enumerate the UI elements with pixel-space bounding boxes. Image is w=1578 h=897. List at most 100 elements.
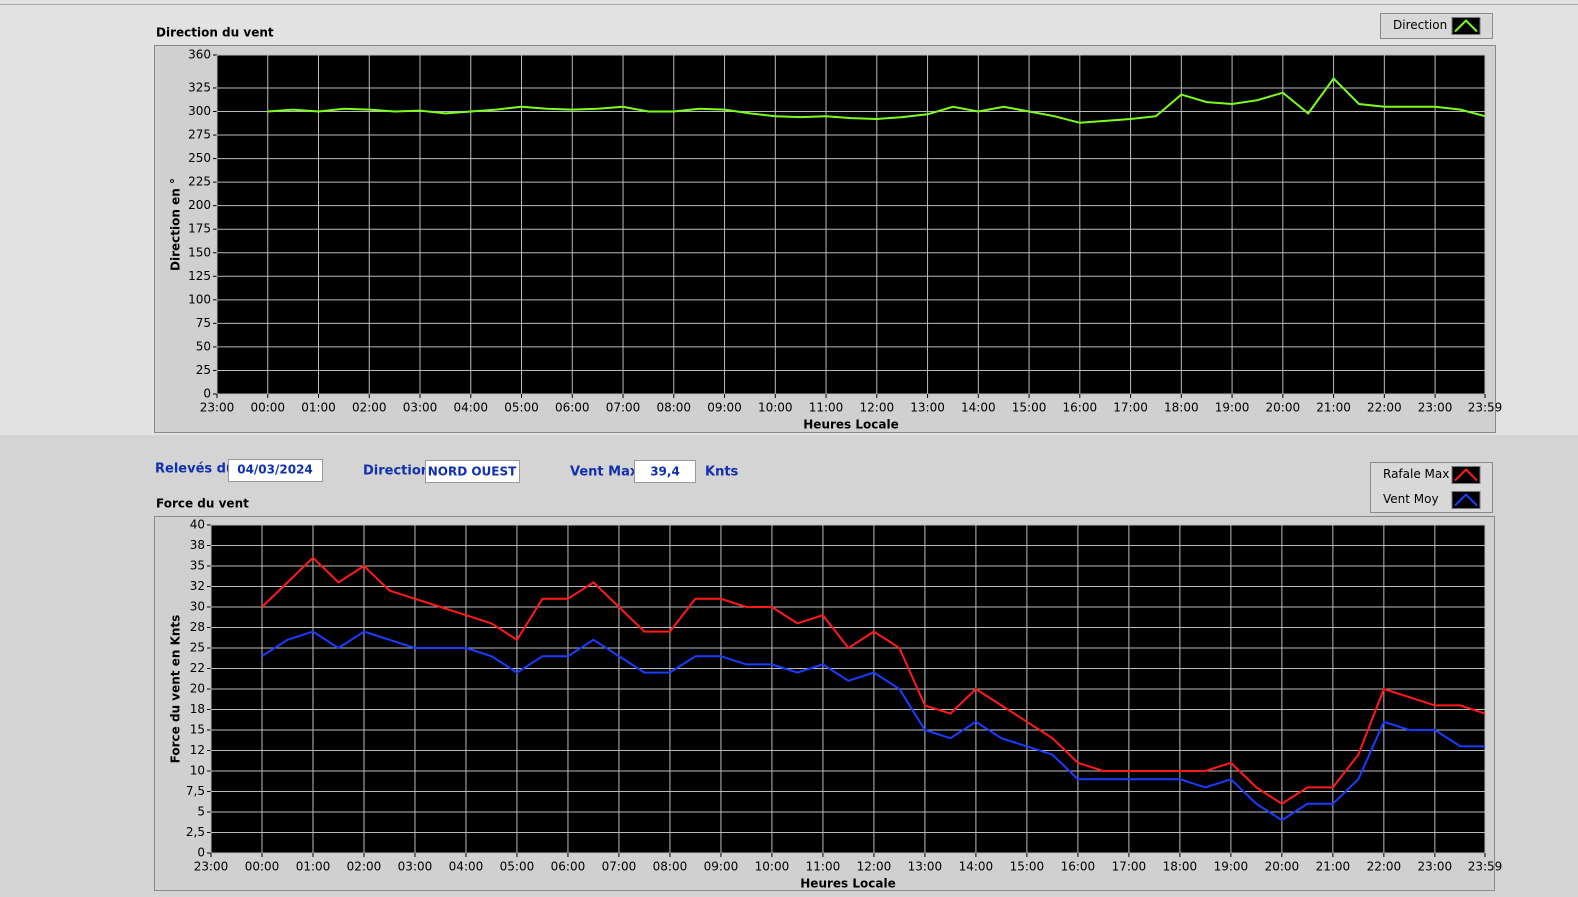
direction-label: Direction [363, 464, 430, 479]
legend-swatch [1454, 493, 1478, 507]
data-line [267, 76, 1486, 124]
x-tick-label: 12:00 [857, 860, 892, 874]
x-tick-label: 01:00 [301, 401, 336, 415]
chart-title: Direction du vent [156, 26, 274, 40]
x-tick-label: 15:00 [1010, 860, 1045, 874]
x-tick-label: 08:00 [656, 401, 691, 415]
x-tick-label: 21:00 [1316, 401, 1351, 415]
x-tick-label: 07:00 [602, 860, 637, 874]
y-tick-label: 40 [190, 518, 205, 532]
data-line [261, 630, 1485, 822]
x-tick-label: 22:00 [1367, 401, 1402, 415]
y-axis-label: Direction en ° [169, 178, 183, 271]
x-tick-label: 02:00 [352, 401, 387, 415]
x-tick-label: 13:00 [910, 401, 945, 415]
x-tick-label: 19:00 [1214, 860, 1249, 874]
x-tick-label: 15:00 [1012, 401, 1047, 415]
x-tick-label: 06:00 [551, 860, 586, 874]
max-field[interactable] [634, 460, 696, 483]
y-tick-label: 10 [190, 764, 205, 778]
x-tick-label: 00:00 [245, 860, 280, 874]
y-tick-label: 20 [190, 682, 205, 696]
x-tick-label: 23:59 [1468, 401, 1503, 415]
y-tick-label: 0 [203, 387, 211, 401]
x-tick-label: 10:00 [758, 401, 793, 415]
x-tick-label: 16:00 [1061, 860, 1096, 874]
y-tick-label: 150 [188, 245, 211, 259]
x-tick-label: 05:00 [504, 401, 539, 415]
data-line [261, 556, 1486, 805]
y-tick-label: 28 [190, 620, 205, 634]
date-field[interactable] [228, 459, 323, 482]
x-tick-label: 20:00 [1266, 401, 1301, 415]
x-tick-label: 16:00 [1063, 401, 1098, 415]
legend-label: Vent Moy [1383, 492, 1439, 506]
y-tick-label: 32 [190, 579, 205, 593]
y-tick-label: 2,5 [186, 825, 205, 839]
x-tick-label: 10:00 [755, 860, 790, 874]
x-tick-label: 23:00 [194, 860, 229, 874]
x-tick-label: 04:00 [449, 860, 484, 874]
y-tick-label: 35 [190, 559, 205, 573]
x-tick-label: 12:00 [860, 401, 895, 415]
x-tick-label: 02:00 [347, 860, 382, 874]
x-tick-label: 00:00 [250, 401, 285, 415]
y-tick-label: 30 [190, 600, 205, 614]
x-tick-label: 06:00 [555, 401, 590, 415]
x-axis-label: Heures Locale [803, 418, 898, 432]
x-tick-label: 18:00 [1163, 860, 1198, 874]
x-tick-label: 11:00 [806, 860, 841, 874]
x-tick-label: 14:00 [959, 860, 994, 874]
date-label: Relevés du [155, 462, 235, 477]
y-tick-label: 12 [190, 743, 205, 757]
y-tick-label: 15 [190, 723, 205, 737]
x-tick-label: 09:00 [704, 860, 739, 874]
y-tick-label: 125 [188, 269, 211, 283]
x-tick-label: 17:00 [1113, 401, 1148, 415]
y-tick-label: 18 [190, 702, 205, 716]
legend-swatch-bg [1451, 491, 1481, 509]
y-tick-label: 25 [196, 363, 211, 377]
x-tick-label: 17:00 [1112, 860, 1147, 874]
x-tick-label: 03:00 [403, 401, 438, 415]
x-tick-label: 11:00 [809, 401, 844, 415]
x-tick-label: 13:00 [908, 860, 943, 874]
max-value: 39,4 [650, 465, 680, 479]
x-tick-label: 23:00 [200, 401, 235, 415]
legend-label: Rafale Max [1383, 467, 1449, 481]
y-tick-label: 275 [188, 128, 211, 142]
x-tick-label: 04:00 [453, 401, 488, 415]
x-tick-label: 14:00 [961, 401, 996, 415]
x-tick-label: 23:59 [1468, 860, 1503, 874]
x-axis-label: Heures Locale [800, 877, 895, 891]
y-tick-label: 25 [190, 641, 205, 655]
legend-swatch-bg [1451, 466, 1481, 484]
x-tick-label: 01:00 [296, 860, 331, 874]
x-tick-label: 03:00 [398, 860, 433, 874]
x-tick-label: 18:00 [1164, 401, 1199, 415]
y-tick-label: 200 [188, 198, 211, 212]
legend-swatch [1454, 19, 1478, 33]
y-tick-label: 7,5 [186, 784, 205, 798]
legend-label: Direction [1393, 18, 1447, 32]
y-tick-label: 175 [188, 222, 211, 236]
plot-area [217, 55, 1485, 394]
y-tick-label: 250 [188, 151, 211, 165]
y-tick-label: 360 [188, 48, 211, 62]
direction-field[interactable] [425, 460, 520, 483]
x-tick-label: 21:00 [1316, 860, 1351, 874]
y-axis-label: Force du vent en Knts [169, 615, 183, 764]
x-tick-label: 22:00 [1367, 860, 1402, 874]
x-tick-label: 23:00 [1418, 401, 1453, 415]
y-tick-label: 325 [188, 80, 211, 94]
legend-swatch [1454, 468, 1478, 482]
y-tick-label: 300 [188, 104, 211, 118]
chart-title: Force du vent [156, 497, 249, 511]
max-label: Vent Max [570, 465, 639, 480]
direction-value: NORD OUEST [428, 465, 517, 479]
x-tick-label: 09:00 [707, 401, 742, 415]
y-tick-label: 50 [196, 339, 211, 353]
date-value: 04/03/2024 [237, 463, 313, 477]
